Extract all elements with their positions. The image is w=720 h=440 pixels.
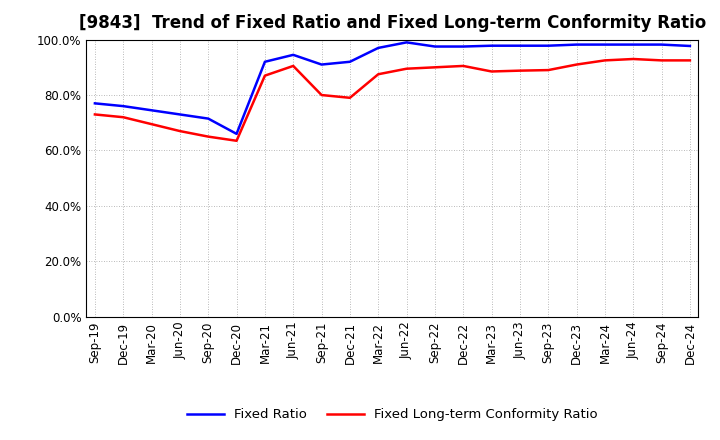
Fixed Ratio	[91, 101, 99, 106]
Fixed Long-term Conformity Ratio	[459, 63, 467, 69]
Fixed Long-term Conformity Ratio	[289, 63, 297, 69]
Fixed Long-term Conformity Ratio	[600, 58, 609, 63]
Fixed Long-term Conformity Ratio	[91, 112, 99, 117]
Fixed Ratio	[516, 43, 524, 48]
Fixed Ratio	[431, 44, 439, 49]
Fixed Ratio	[685, 43, 694, 48]
Fixed Ratio	[233, 131, 241, 136]
Fixed Ratio	[261, 59, 269, 64]
Fixed Long-term Conformity Ratio	[544, 67, 552, 73]
Fixed Long-term Conformity Ratio	[176, 128, 184, 134]
Fixed Ratio	[289, 52, 297, 58]
Fixed Long-term Conformity Ratio	[431, 65, 439, 70]
Fixed Ratio	[318, 62, 326, 67]
Fixed Long-term Conformity Ratio	[261, 73, 269, 78]
Fixed Long-term Conformity Ratio	[119, 114, 127, 120]
Fixed Long-term Conformity Ratio	[346, 95, 354, 100]
Fixed Long-term Conformity Ratio	[374, 72, 382, 77]
Fixed Long-term Conformity Ratio	[629, 56, 637, 62]
Fixed Ratio	[600, 42, 609, 47]
Fixed Long-term Conformity Ratio	[148, 121, 156, 127]
Fixed Long-term Conformity Ratio	[685, 58, 694, 63]
Fixed Long-term Conformity Ratio	[516, 68, 524, 73]
Title: [9843]  Trend of Fixed Ratio and Fixed Long-term Conformity Ratio: [9843] Trend of Fixed Ratio and Fixed Lo…	[78, 15, 706, 33]
Fixed Long-term Conformity Ratio	[487, 69, 496, 74]
Fixed Ratio	[657, 42, 666, 47]
Fixed Ratio	[544, 43, 552, 48]
Fixed Ratio	[346, 59, 354, 64]
Fixed Ratio	[148, 108, 156, 113]
Fixed Long-term Conformity Ratio	[657, 58, 666, 63]
Fixed Ratio	[204, 116, 212, 121]
Fixed Ratio	[459, 44, 467, 49]
Fixed Long-term Conformity Ratio	[402, 66, 411, 71]
Fixed Long-term Conformity Ratio	[318, 92, 326, 98]
Fixed Ratio	[402, 40, 411, 45]
Fixed Long-term Conformity Ratio	[233, 138, 241, 143]
Line: Fixed Ratio: Fixed Ratio	[95, 42, 690, 134]
Fixed Ratio	[119, 103, 127, 109]
Fixed Ratio	[629, 42, 637, 47]
Line: Fixed Long-term Conformity Ratio: Fixed Long-term Conformity Ratio	[95, 59, 690, 141]
Fixed Ratio	[374, 45, 382, 51]
Legend: Fixed Ratio, Fixed Long-term Conformity Ratio: Fixed Ratio, Fixed Long-term Conformity …	[181, 403, 603, 427]
Fixed Ratio	[572, 42, 581, 47]
Fixed Ratio	[487, 43, 496, 48]
Fixed Long-term Conformity Ratio	[572, 62, 581, 67]
Fixed Ratio	[176, 112, 184, 117]
Fixed Long-term Conformity Ratio	[204, 134, 212, 139]
